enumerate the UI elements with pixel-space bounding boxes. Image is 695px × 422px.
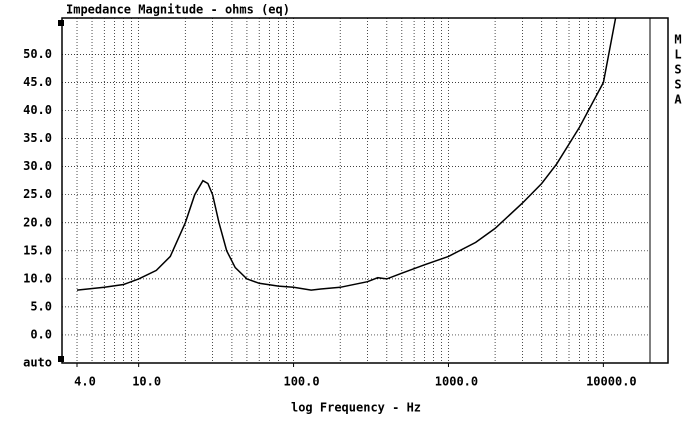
- y-tick-label: 5.0: [30, 299, 52, 313]
- impedance-line: [76, 18, 617, 291]
- x-axis-label: log Frequency - Hz: [291, 401, 421, 415]
- y-tick-label: 35.0: [23, 131, 52, 145]
- x-tick-label: 4.0: [74, 375, 96, 389]
- y-tick-label: 45.0: [23, 75, 52, 89]
- y-tick-label: 50.0: [23, 47, 52, 61]
- corner-marker: [58, 356, 64, 362]
- y-tick-label: 15.0: [23, 243, 52, 257]
- chart-title: Impedance Magnitude - ohms (eq): [66, 3, 290, 17]
- y-tick-label: 25.0: [23, 187, 52, 201]
- plot-frame: [61, 17, 669, 364]
- y-tick-label: 40.0: [23, 103, 52, 117]
- y-tick-label: 20.0: [23, 215, 52, 229]
- y-tick-label: 0.0: [30, 327, 52, 341]
- side-letter: A: [674, 93, 682, 107]
- side-letter: S: [674, 78, 681, 92]
- side-letter: S: [674, 63, 681, 77]
- x-tick-label: 1000.0: [435, 375, 478, 389]
- x-tick-label: 10.0: [132, 375, 161, 389]
- y-tick-label: 30.0: [23, 159, 52, 173]
- corner-marker: [58, 20, 64, 26]
- y-tick-label: auto: [23, 356, 52, 370]
- x-tick-label: 100.0: [283, 375, 319, 389]
- side-letter: L: [674, 48, 681, 62]
- side-letter: M: [674, 33, 681, 47]
- x-tick-label: 10000.0: [586, 375, 637, 389]
- y-tick-label: 10.0: [23, 271, 52, 285]
